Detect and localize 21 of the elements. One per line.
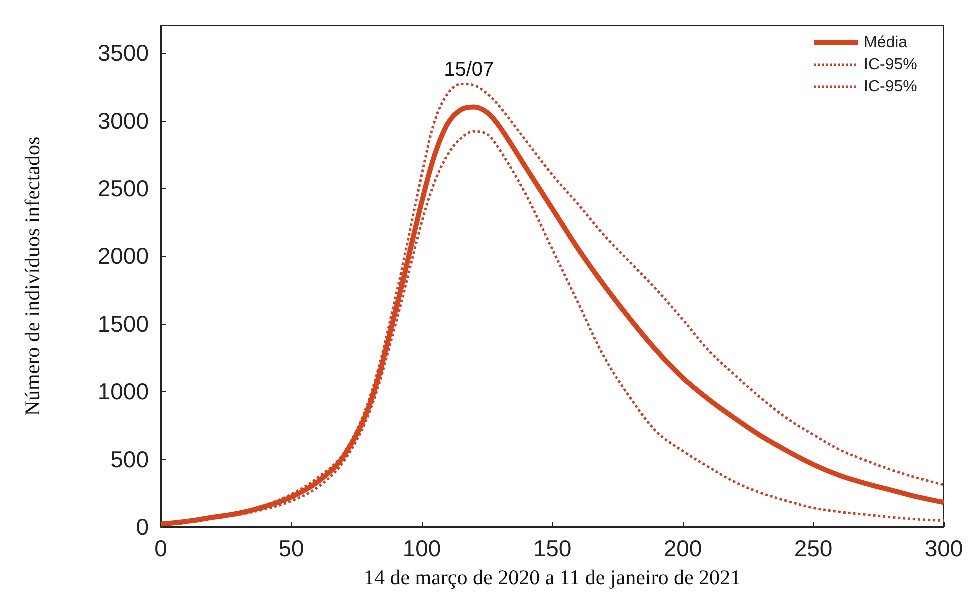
y-tick-label: 3500 [98, 40, 149, 66]
x-tick-label: 50 [278, 536, 304, 562]
y-tick-label: 500 [110, 446, 149, 472]
y-tick-label: 0 [136, 514, 149, 540]
y-tick-label: 2500 [98, 175, 149, 202]
x-axis-title: 14 de março de 2020 a 11 de janeiro de 2021 [364, 566, 742, 590]
x-tick-label: 0 [154, 536, 168, 562]
legend-label: IC-95% [864, 78, 918, 96]
y-tick-label: 1000 [98, 378, 149, 405]
x-tick-label: 150 [533, 536, 572, 562]
y-tick-label: 1500 [98, 310, 149, 337]
legend-label: Média [864, 34, 908, 52]
y-tick-label: 2000 [98, 243, 149, 270]
x-tick-label: 200 [664, 536, 702, 562]
annotation: 15/07 [444, 59, 494, 82]
y-axis-title: Número de indivíduos infectados [20, 136, 44, 416]
y-tick-label: 3000 [98, 108, 149, 134]
legend-label: IC-95% [864, 56, 918, 74]
x-tick-label: 250 [794, 536, 833, 562]
x-tick-label: 300 [924, 536, 964, 562]
x-tick-label: 100 [402, 536, 442, 562]
